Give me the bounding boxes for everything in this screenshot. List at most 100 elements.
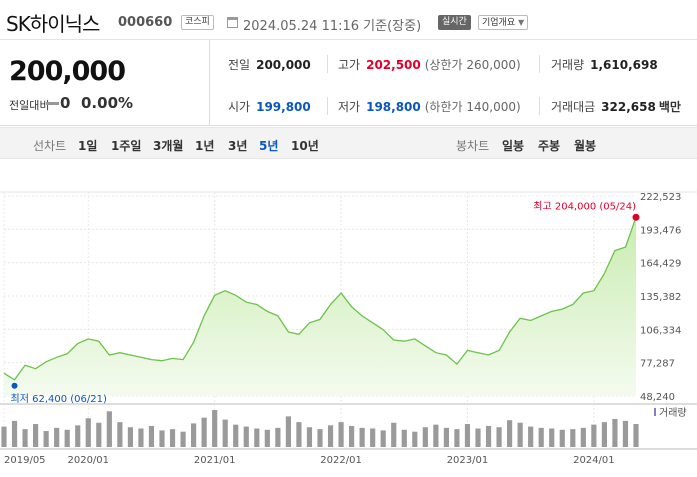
volume-bar — [517, 422, 523, 447]
tab-1w[interactable]: 1주일 — [111, 139, 142, 153]
volume-bars — [1, 410, 639, 447]
volume-bar — [306, 427, 313, 447]
y-tick-label: 193,476 — [640, 225, 681, 236]
low-label: 최저 62,400 (06/21) — [11, 393, 107, 405]
divider — [539, 97, 540, 115]
volume-bar — [475, 428, 481, 447]
realtime-button[interactable]: 실시간 — [438, 15, 471, 30]
volume-bar — [496, 427, 502, 447]
tab-10y[interactable]: 10년 — [291, 139, 319, 153]
volume-bar — [180, 431, 186, 447]
volume-bar — [33, 424, 39, 447]
y-tick-label: 222,523 — [640, 192, 681, 203]
volume-bar — [296, 422, 302, 447]
volume-bar — [64, 429, 70, 447]
y-tick-label: 48,240 — [640, 392, 675, 403]
volume-bar — [285, 416, 291, 447]
divider — [327, 55, 328, 73]
volume-bar — [443, 427, 449, 447]
volume-bar — [127, 427, 133, 447]
market-badge: 코스피 — [181, 15, 214, 30]
high-label: 고가 — [338, 58, 361, 72]
volume-bar — [169, 429, 176, 447]
high-value: 202,500 — [366, 58, 421, 72]
volume-cell: 거래량 1,610,698 — [551, 56, 658, 73]
volume-bar — [422, 427, 428, 447]
tab-daily[interactable]: 일봉 — [502, 139, 525, 153]
volume-bar — [633, 424, 639, 447]
high-marker — [632, 213, 640, 221]
y-tick-label: 77,287 — [640, 359, 675, 370]
no-change-icon — [46, 102, 59, 105]
calendar-icon — [227, 17, 238, 28]
y-tick-label: 164,429 — [640, 259, 681, 270]
prev-close-label: 전일 — [228, 58, 251, 72]
high-cell: 고가 202,500 (상한가 260,000) — [338, 56, 521, 73]
lower-limit: (하한가 140,000) — [424, 100, 521, 114]
volume-bar — [612, 418, 618, 447]
volume-bar — [591, 424, 597, 447]
volume-bar — [559, 429, 565, 447]
amount-value: 322,658 — [601, 100, 656, 114]
tab-weekly[interactable]: 주봉 — [538, 139, 561, 153]
chart-period-tabs: 선차트 1일 1주일 3개월 1년 3년 5년 10년 봉차트 일봉 주봉 월봉 — [0, 127, 697, 159]
volume-bar — [11, 420, 18, 447]
x-tick-label: 2022/01 — [320, 455, 362, 466]
volume-bar — [433, 424, 439, 447]
low-cell: 저가 198,800 (하한가 140,000) — [338, 98, 521, 115]
volume-bar — [538, 427, 544, 447]
tab-1y[interactable]: 1년 — [195, 139, 215, 153]
x-tick-label: 2020/01 — [67, 455, 109, 466]
volume-bar — [601, 422, 607, 447]
volume-bar — [401, 429, 407, 447]
low-value: 198,800 — [366, 100, 421, 114]
volume-bar — [412, 431, 418, 447]
timestamp: 2024.05.24 11:16 기준(장중) — [243, 19, 422, 34]
current-price-box: 200,000 전일대비 0 0.00% — [0, 40, 210, 126]
amount-cell: 거래대금 322,658 백만 — [551, 98, 681, 115]
volume-legend-swatch — [654, 408, 656, 416]
volume-bar — [317, 429, 323, 447]
low-marker — [11, 382, 18, 389]
x-tick-label: 2021/01 — [194, 455, 236, 466]
volume-bar — [275, 427, 281, 447]
price-area — [3, 213, 640, 396]
volume-bar — [233, 424, 239, 447]
volume-bar — [222, 419, 228, 447]
candle-chart-label: 봉차트 — [456, 139, 490, 153]
price-area-fill — [4, 217, 636, 396]
company-info-label: 기업개요 — [482, 18, 516, 28]
tab-3m[interactable]: 3개월 — [153, 139, 184, 153]
volume-bar — [96, 422, 102, 447]
current-price: 200,000 — [9, 56, 126, 87]
volume-bar — [454, 429, 460, 447]
volume-bar — [54, 427, 60, 447]
volume-bar — [75, 425, 81, 447]
price-line — [3, 217, 637, 381]
company-info-button[interactable]: 기업개요 ▼ — [478, 15, 529, 30]
volume-bar — [191, 423, 197, 447]
volume-bar — [148, 425, 155, 447]
tab-5y[interactable]: 5년 — [259, 139, 279, 153]
tab-1d[interactable]: 1일 — [78, 139, 98, 153]
volume-bar — [159, 430, 165, 447]
y-tick-label: 106,334 — [640, 325, 681, 336]
price-chart[interactable]: 222,523 193,476 164,429 135,382 106,334 77,28… — [0, 170, 697, 477]
volume-bar — [391, 422, 397, 447]
volume-bar — [22, 429, 28, 447]
stock-name[interactable]: SK하이닉스 — [6, 12, 100, 36]
tab-monthly[interactable]: 월봉 — [574, 139, 597, 153]
volume-bar — [106, 411, 112, 447]
volume-bar — [327, 425, 334, 447]
tab-3y[interactable]: 3년 — [228, 139, 248, 153]
divider — [327, 97, 328, 115]
amount-label: 거래대금 — [551, 100, 596, 114]
stock-header: SK하이닉스 000660 코스피 2024.05.24 11:16 기준(장중… — [0, 0, 697, 40]
x-tick-label: 2023/01 — [447, 455, 489, 466]
x-tick-label: 2019/05 — [4, 455, 46, 466]
volume-bar — [570, 429, 576, 447]
chevron-down-icon: ▼ — [518, 18, 525, 27]
volume-bar — [507, 420, 513, 447]
change-percent: 0.00% — [81, 94, 134, 112]
line-chart-label: 선차트 — [33, 139, 67, 153]
